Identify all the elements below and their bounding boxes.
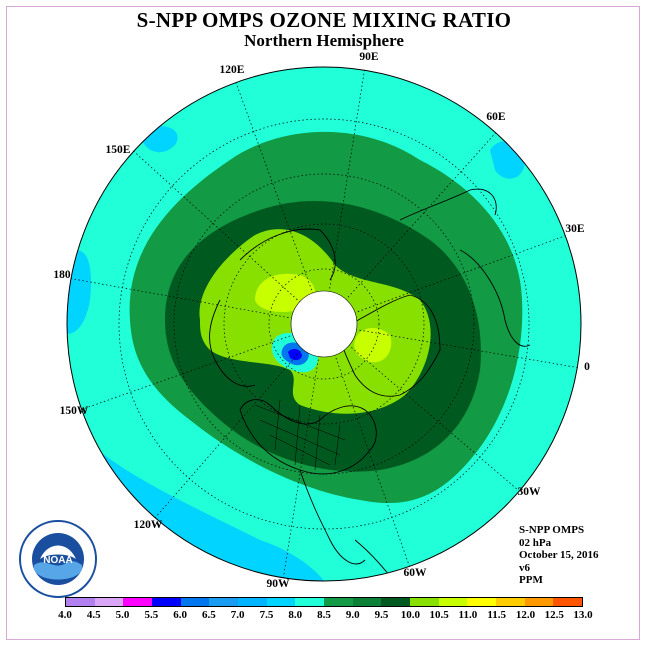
colorbar-tick-label: 6.0	[173, 609, 187, 621]
siberia-outline	[239, 228, 336, 281]
lon-label-60w: 60W	[404, 567, 428, 579]
colorbar-swatch	[496, 598, 525, 606]
colorbar	[65, 597, 583, 607]
colorbar-swatch	[467, 598, 497, 606]
colorbar-tick-label: 7.5	[259, 609, 274, 621]
colorbar-swatch	[524, 598, 554, 606]
north-america-outline	[239, 399, 377, 475]
info-date: October 15, 2016	[519, 549, 599, 561]
lon-label-90w: 90W	[267, 578, 291, 590]
info-instrument: S-NPP OMPS	[519, 524, 585, 536]
colorbar-swatch	[438, 598, 468, 606]
scandinavia-outline	[459, 249, 531, 347]
info-version: v6	[519, 561, 530, 574]
europe-outline	[399, 188, 497, 221]
colorbar-swatch	[180, 598, 210, 606]
colorbar-tick-label: 9.5	[374, 609, 389, 621]
polar-night-gap	[290, 290, 358, 358]
product-info: S-NPP OMPS 02 hPa October 15, 2016 v6 PP…	[519, 524, 599, 587]
lon-label-60e: 60E	[486, 111, 506, 123]
colorbar-tick-label: 11.0	[458, 609, 478, 621]
noaa-logo-text: NOAA	[43, 555, 72, 566]
info-pressure: 02 hPa	[519, 536, 552, 549]
lon-label-90e: 90E	[359, 51, 379, 63]
colorbar-swatch	[381, 598, 411, 606]
colorbar-swatch	[324, 598, 353, 606]
colorbar-swatch	[66, 598, 95, 606]
colorbar-tick-label: 8.0	[288, 609, 303, 621]
ozone-zone-9-5-b	[354, 328, 392, 363]
lon-label-150w: 150W	[60, 405, 89, 417]
colorbar-tick-label: 12.5	[544, 609, 564, 621]
alaska-outline	[209, 299, 256, 387]
colorbar-swatch	[209, 598, 239, 606]
colorbar-tick-label: 12.0	[515, 609, 536, 621]
colorbar-tick-label: 8.5	[317, 609, 331, 621]
colorbar-ticks: 4.0 4.5 5.0 5.5 6.0 6.5 7.0 7.5 8.0 8.5 9.0 9.5 10.0…	[0, 609, 648, 623]
central-america-outline	[299, 469, 366, 565]
colorbar-swatch	[123, 598, 153, 606]
colorbar-swatch	[410, 598, 439, 606]
colorbar-tick-label: 6.5	[202, 609, 216, 621]
colorbar-tick-label: 5.5	[144, 609, 159, 621]
colorbar-tick-label: 4.5	[86, 609, 101, 621]
lon-label-0: 0	[584, 361, 590, 373]
figure-frame	[6, 6, 640, 640]
graticule	[67, 67, 581, 581]
colorbar-tick-label: 13.0	[573, 609, 593, 621]
noaa-logo: NOAA	[19, 520, 97, 598]
colorbar-swatch	[266, 598, 296, 606]
colorbar-tick-label: 10.5	[429, 609, 449, 621]
colorbar-tick-label: 10.0	[400, 609, 420, 621]
colorbar-swatch	[553, 598, 583, 606]
map-subtitle: Northern Hemisphere	[244, 31, 404, 50]
colorbar-tick-label: 9.0	[345, 609, 360, 621]
lon-label-30w: 30W	[518, 486, 542, 498]
lon-label-120e: 120E	[220, 64, 245, 76]
colorbar-swatch	[152, 598, 181, 606]
state-borders	[254, 399, 346, 471]
info-units: PPM	[519, 574, 543, 586]
colorbar-tick-label: 4.0	[58, 609, 72, 621]
lon-label-180: 180	[53, 269, 71, 281]
colorbar-tick-label: 11.5	[487, 609, 506, 621]
colorbar-tick-label: 5.0	[115, 609, 130, 621]
colorbar-tick-label: 7.0	[230, 609, 245, 621]
colorbar-swatch	[94, 598, 124, 606]
colorbar-swatch	[352, 598, 382, 606]
map-title: S-NPP OMPS OZONE MIXING RATIO	[136, 8, 512, 32]
lon-label-30e: 30E	[565, 223, 585, 235]
colorbar-swatch	[295, 598, 325, 606]
lon-label-120w: 120W	[134, 519, 163, 531]
lon-label-150e: 150E	[106, 144, 131, 156]
colorbar-swatch	[238, 598, 267, 606]
low-ozone-core	[288, 348, 302, 361]
greenland-outline	[339, 294, 441, 397]
map-boundary	[66, 66, 582, 582]
